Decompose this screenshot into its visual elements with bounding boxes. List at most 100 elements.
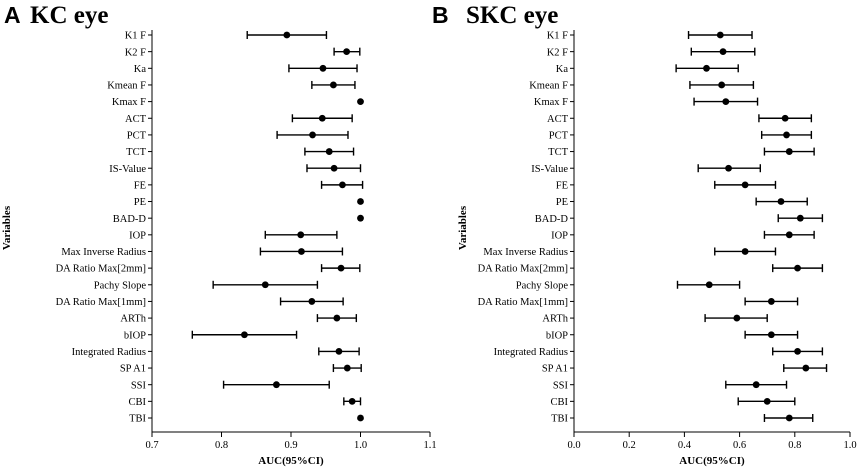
panel-b-category-label: Kmean F — [529, 81, 568, 92]
panel-a-auc-point — [325, 148, 333, 155]
panel-b-category-label: K2 F — [547, 47, 568, 58]
panel-b-auc-point — [794, 347, 801, 355]
panel-a-auc-point — [339, 181, 346, 189]
panel-a-auc-point — [333, 314, 341, 322]
panel-a-x-tick-label: 1.0 — [354, 440, 367, 451]
panel-b-auc-point — [733, 314, 741, 322]
panel-b-title: SKC eye — [466, 2, 558, 29]
panel-b-category-label: FE — [556, 180, 568, 191]
panel-a-category-label: SSI — [131, 380, 147, 391]
panel-a-auc-point — [319, 64, 327, 72]
panel-a-category-label: K2 F — [125, 47, 146, 58]
panel-b-auc-point — [783, 131, 790, 139]
panel-a-auc-point — [241, 331, 248, 339]
panel-a-category-label: ACT — [125, 114, 147, 125]
panel-a-auc-point — [357, 414, 364, 422]
panel-a-auc-point — [357, 214, 364, 222]
panel-a-auc-point — [329, 81, 337, 89]
panel-b-auc-point — [725, 164, 732, 172]
panel-b-auc-point — [741, 181, 749, 189]
panel-b-x-tick-label: 0.4 — [678, 440, 692, 451]
panel-b-category-label: SP A1 — [542, 364, 568, 375]
panel-a-category-label: IOP — [129, 230, 146, 241]
panel-a-category-label: TBI — [129, 414, 146, 425]
panel-a-category-label: BAD-D — [113, 214, 147, 225]
panel-b-auc-point — [785, 414, 793, 422]
panel-b-category-label: TBI — [551, 414, 568, 425]
panel-a-category-label: Integrated Radius — [72, 347, 146, 358]
panel-b-auc-point — [718, 81, 726, 89]
panel-b-auc-point — [794, 264, 801, 272]
panel-b-category-label: CBI — [550, 397, 568, 408]
panel-b-category-label: Max Inverse Radius — [483, 247, 568, 258]
panel-b: B SKC eye Variables AUC(95%CI) 0.0 0.2 0.4… — [432, 2, 857, 467]
panel-b-x-tick-label: 1.0 — [843, 440, 856, 451]
panel-b-category-label: ARTh — [542, 314, 568, 325]
panel-a-auc-point — [298, 248, 305, 255]
panel-a-category-label: Kmax F — [112, 97, 146, 108]
panel-b-auc-point — [716, 31, 724, 39]
panel-a-auc-point — [308, 298, 316, 305]
panel-a-category-label: SP A1 — [120, 364, 146, 375]
panel-a-category-label: bIOP — [124, 330, 146, 341]
panel-a-category-label: Max Inverse Radius — [61, 247, 146, 258]
panel-b-category-label: PE — [556, 197, 568, 208]
panel-a-x-axis-label: AUC(95%CI) — [258, 455, 324, 467]
panel-b-auc-point — [763, 397, 771, 405]
panel-b-auc-point — [705, 281, 713, 289]
panel-a-auc-point — [337, 264, 345, 272]
panel-b-x-axis-label: AUC(95%CI) — [679, 455, 745, 467]
panel-b-auc-point — [741, 248, 749, 255]
panel-b-y-axis-label: Variables — [457, 205, 469, 250]
panel-a-auc-point — [273, 381, 280, 389]
panel-b-auc-point — [777, 198, 785, 205]
panel-b-auc-point — [781, 114, 789, 122]
panel-a-category-label: Ka — [134, 64, 147, 75]
panel-b-x-tick-label: 0.8 — [788, 440, 801, 451]
panel-b-auc-point — [752, 381, 760, 389]
panel-a-auc-point — [335, 347, 343, 355]
panel-b-category-label: Ka — [556, 64, 569, 75]
panel-b-auc-point — [767, 331, 775, 339]
panel-b-x-tick-label: 0.2 — [623, 440, 636, 451]
panel-b-category-label: IOP — [551, 230, 568, 241]
panel-b-category-label: BAD-D — [535, 214, 569, 225]
panel-a-x-tick-label: 0.8 — [215, 440, 228, 451]
panel-b-auc-point — [785, 148, 793, 155]
panel-a-category-label: Kmean F — [107, 81, 146, 92]
panel-a-category-label: IS-Value — [109, 164, 146, 175]
panel-a-category-label: Pachy Slope — [94, 280, 147, 291]
panel-b-auc-point — [796, 214, 804, 222]
panel-b-auc-point — [802, 364, 810, 372]
panel-a-category-label: CBI — [128, 397, 146, 408]
panel-b-auc-point — [722, 98, 730, 106]
panel-a-x-tick-label: 1.1 — [423, 440, 436, 451]
panel-b-x-tick-label: 0.0 — [567, 440, 580, 451]
panel-b-category-label: Integrated Radius — [494, 347, 568, 358]
panel-b-category-label: Pachy Slope — [516, 280, 569, 291]
panel-a-auc-point — [297, 231, 305, 239]
panel-a-auc-point — [318, 114, 326, 122]
panel-a-category-label: K1 F — [125, 31, 146, 42]
panel-b-category-label: Kmax F — [534, 97, 568, 108]
panel-a-y-axis-label: Variables — [1, 205, 13, 250]
panel-a-auc-point — [357, 98, 364, 106]
panel-b-category-label: DA Ratio Max[1mm] — [478, 297, 568, 308]
panel-b-category-label: bIOP — [546, 330, 568, 341]
panel-a-auc-point — [283, 31, 291, 39]
panel-b-letter: B — [432, 2, 449, 28]
panel-a-auc-point — [343, 48, 350, 56]
panel-b-category-label: K1 F — [547, 31, 568, 42]
panel-a-x-tick-label: 0.9 — [284, 440, 297, 451]
panel-b-auc-point — [703, 64, 710, 72]
panel-b-category-label: IS-Value — [531, 164, 568, 175]
panel-b-auc-point — [719, 48, 727, 56]
panel-a-category-label: FE — [134, 180, 146, 191]
panel-a-category-label: PCT — [127, 131, 147, 142]
panel-b-category-label: ACT — [547, 114, 569, 125]
panel-a-title: KC eye — [30, 2, 108, 29]
panel-a-category-label: PE — [134, 197, 146, 208]
panel-b-auc-point — [767, 298, 775, 305]
panel-b-auc-point — [785, 231, 793, 239]
